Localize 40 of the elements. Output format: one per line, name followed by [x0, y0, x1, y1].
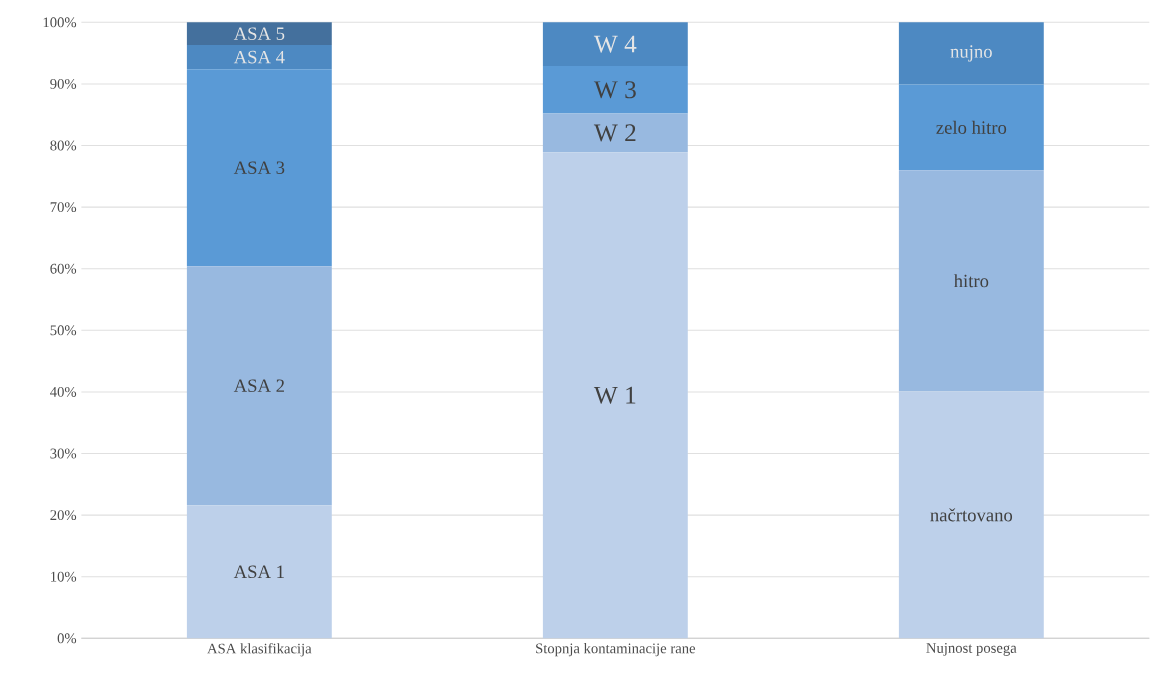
bar	[542, 113, 688, 153]
y-tick-label: 40%	[50, 386, 77, 397]
data-label: ASA 1	[233, 565, 284, 579]
y-tick-label: 30%	[50, 448, 77, 459]
data-label: ASA 4	[233, 50, 285, 64]
bar	[542, 66, 688, 114]
data-label: W 2	[593, 124, 636, 142]
bar	[186, 505, 332, 639]
data-label: W 4	[593, 35, 637, 53]
bar	[898, 391, 1044, 639]
bar	[186, 266, 332, 506]
x-tick-label: Nujnost posega	[926, 643, 1017, 656]
data-label: načrtovano	[930, 508, 1013, 522]
data-label: zelo hitro	[936, 120, 1007, 134]
y-tick-label: 80%	[50, 140, 77, 151]
data-label: nujno	[950, 45, 992, 62]
bar	[542, 152, 688, 639]
data-label: ASA 5	[233, 27, 285, 40]
y-tick-label: 50%	[50, 325, 77, 336]
data-label: W 3	[593, 81, 636, 99]
bar	[898, 84, 1044, 171]
bar	[542, 22, 688, 67]
data-label: ASA 2	[233, 379, 284, 393]
x-tick-label: ASA klasifikacija	[207, 643, 312, 657]
y-tick-label: 0%	[57, 633, 77, 644]
bar	[898, 170, 1044, 392]
data-label: hitro	[953, 274, 989, 288]
y-tick-label: 70%	[50, 202, 77, 213]
y-tick-label: 90%	[50, 78, 77, 89]
bar	[186, 69, 332, 267]
data-label: W 1	[593, 386, 636, 404]
y-tick-label: 10%	[51, 571, 77, 582]
bar	[186, 22, 332, 46]
y-tick-label: 20%	[50, 510, 77, 521]
y-tick-label: 60%	[50, 263, 77, 274]
bar	[898, 22, 1044, 85]
bar	[186, 45, 332, 70]
y-tick-label: 100%	[43, 17, 77, 28]
x-tick-label: Stopnja kontaminacije rane	[536, 643, 696, 657]
data-label: ASA 3	[233, 161, 285, 174]
